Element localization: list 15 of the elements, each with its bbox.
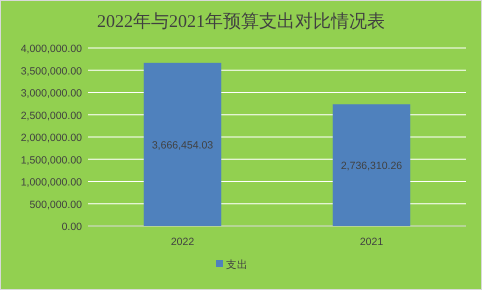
title: 2022年与2021年预算支出对比情况表 (97, 11, 385, 31)
ytick-label: 500,000.00 (29, 198, 82, 211)
ytick-label: 3,000,000.00 (20, 88, 82, 100)
legend-label: 支出 (226, 259, 248, 271)
ytick-label: 2,500,000.00 (20, 110, 82, 122)
data-label: 2,736,310.26 (340, 160, 402, 172)
ytick-label: 4,000,000.00 (20, 43, 82, 55)
ytick-label: 3,500,000.00 (20, 65, 82, 78)
ytick-label: 1,500,000.00 (20, 154, 82, 166)
data-label: 3,666,454.03 (152, 139, 214, 152)
ytick-label: 0.00 (62, 221, 82, 233)
xtick-label: 2021 (360, 236, 384, 248)
ytick-label: 1,000,000.00 (20, 176, 82, 188)
xtick-label: 2022 (170, 236, 194, 248)
ytick-label: 2,000,000.00 (20, 132, 82, 144)
